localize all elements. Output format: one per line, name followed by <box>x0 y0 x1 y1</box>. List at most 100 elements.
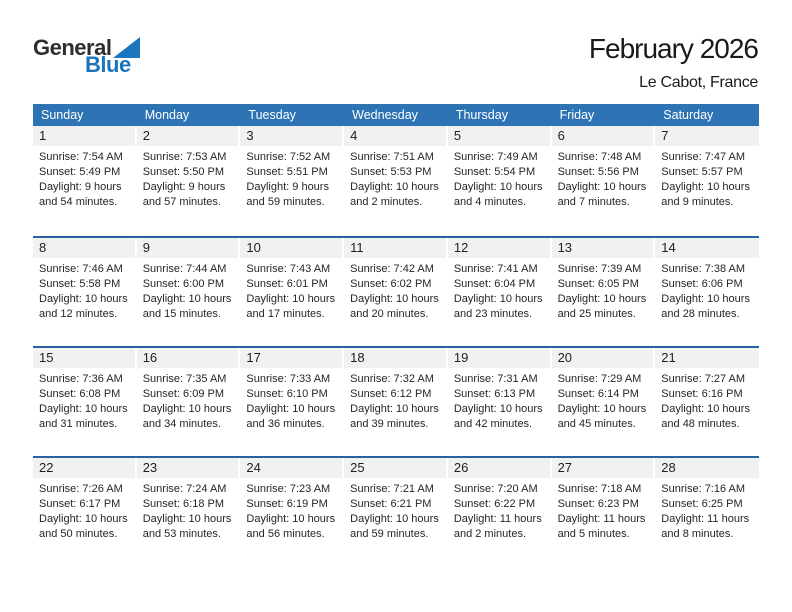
title-block: February 2026 Le Cabot, France <box>589 32 759 92</box>
daylight-text-line1: Daylight: 10 hours <box>557 403 647 415</box>
day-number: 4 <box>344 126 446 146</box>
day-number: 6 <box>551 126 654 146</box>
day-number: 15 <box>33 348 135 368</box>
sunset-text: Sunset: 5:53 PM <box>350 166 432 178</box>
day-number: 11 <box>344 238 446 258</box>
sunset-text: Sunset: 6:21 PM <box>350 498 432 510</box>
daylight-text-line1: Daylight: 10 hours <box>246 293 336 305</box>
day-cell-27: 27 Sunrise: 7:18 AM Sunset: 6:23 PM Dayl… <box>551 458 656 566</box>
daylight-text-line1: Daylight: 10 hours <box>661 181 750 193</box>
daylight-text-line1: Daylight: 10 hours <box>39 293 128 305</box>
daylight-text-line2: and 28 minutes. <box>661 308 740 320</box>
day-cell-9: 9 Sunrise: 7:44 AM Sunset: 6:00 PM Dayli… <box>136 238 241 346</box>
sunset-text: Sunset: 6:14 PM <box>557 388 639 400</box>
daylight-text-line2: and 54 minutes. <box>39 196 118 208</box>
day-number: 12 <box>447 238 550 258</box>
daylight-text-line2: and 42 minutes. <box>453 418 533 430</box>
sunrise-text: Sunrise: 7:36 AM <box>39 373 123 385</box>
sunrise-text: Sunrise: 7:29 AM <box>557 373 642 385</box>
daylight-text-line1: Daylight: 10 hours <box>39 403 128 415</box>
daylight-text-line1: Daylight: 10 hours <box>661 293 750 305</box>
day-number: 27 <box>551 458 654 478</box>
sunrise-text: Sunrise: 7:23 AM <box>246 483 331 495</box>
daylight-text-line2: and 4 minutes. <box>453 196 526 208</box>
sunset-text: Sunset: 6:01 PM <box>246 278 328 290</box>
day-cell-2: 2 Sunrise: 7:53 AM Sunset: 5:50 PM Dayli… <box>136 126 241 236</box>
daylight-text-line2: and 20 minutes. <box>350 308 429 320</box>
daylight-text-line2: and 12 minutes. <box>39 308 118 320</box>
day-number: 22 <box>33 458 135 478</box>
day-cell-10: 10 Sunrise: 7:43 AM Sunset: 6:01 PM Dayl… <box>240 238 344 346</box>
sunset-text: Sunset: 5:50 PM <box>142 166 225 178</box>
daylight-text-line1: Daylight: 11 hours <box>453 513 542 525</box>
daylight-text-line1: Daylight: 10 hours <box>246 513 336 525</box>
sunset-text: Sunset: 6:06 PM <box>661 278 743 290</box>
daylight-text-line1: Daylight: 10 hours <box>557 293 647 305</box>
sunrise-text: Sunrise: 7:54 AM <box>39 151 123 163</box>
day-number: 20 <box>551 348 654 368</box>
day-cell-13: 13 Sunrise: 7:39 AM Sunset: 6:05 PM Dayl… <box>551 238 656 346</box>
day-number: 17 <box>240 348 343 368</box>
day-cell-28: 28 Sunrise: 7:16 AM Sunset: 6:25 PM Dayl… <box>655 458 759 566</box>
day-cell-24: 24 Sunrise: 7:23 AM Sunset: 6:19 PM Dayl… <box>240 458 344 566</box>
daylight-text-line2: and 17 minutes. <box>246 308 325 320</box>
calendar-grid: Sunday Monday Tuesday Wednesday Thursday… <box>33 104 759 566</box>
day-cell-12: 12 Sunrise: 7:41 AM Sunset: 6:04 PM Dayl… <box>447 238 552 346</box>
daylight-text-line1: Daylight: 10 hours <box>142 293 232 305</box>
weekday-header-wednesday: Wednesday <box>352 108 418 122</box>
sunset-text: Sunset: 5:54 PM <box>453 166 536 178</box>
daylight-text-line2: and 45 minutes. <box>557 418 636 430</box>
day-cell-17: 17 Sunrise: 7:33 AM Sunset: 6:10 PM Dayl… <box>240 348 344 456</box>
sunset-text: Sunset: 6:19 PM <box>246 498 328 510</box>
daylight-text-line1: Daylight: 11 hours <box>661 513 750 525</box>
day-number: 28 <box>655 458 759 478</box>
day-number: 18 <box>344 348 446 368</box>
day-number: 19 <box>447 348 550 368</box>
day-number: 9 <box>136 238 239 258</box>
sunrise-text: Sunrise: 7:43 AM <box>246 263 331 275</box>
sunset-text: Sunset: 6:18 PM <box>142 498 225 510</box>
daylight-text-line2: and 25 minutes. <box>557 308 636 320</box>
week-row-3: 15 Sunrise: 7:36 AM Sunset: 6:08 PM Dayl… <box>33 346 759 456</box>
day-cell-22: 22 Sunrise: 7:26 AM Sunset: 6:17 PM Dayl… <box>33 458 137 566</box>
day-cell-3: 3 Sunrise: 7:52 AM Sunset: 5:51 PM Dayli… <box>240 126 344 236</box>
daylight-text-line2: and 8 minutes. <box>661 528 734 540</box>
sunrise-text: Sunrise: 7:33 AM <box>246 373 331 385</box>
day-number: 2 <box>136 126 239 146</box>
daylight-text-line1: Daylight: 10 hours <box>246 403 336 415</box>
sunrise-text: Sunrise: 7:18 AM <box>557 483 642 495</box>
sunrise-text: Sunrise: 7:32 AM <box>350 373 434 385</box>
sunset-text: Sunset: 6:00 PM <box>142 278 225 290</box>
daylight-text-line2: and 59 minutes. <box>350 528 429 540</box>
day-number: 16 <box>136 348 239 368</box>
daylight-text-line1: Daylight: 10 hours <box>453 403 543 415</box>
daylight-text-line1: Daylight: 9 hours <box>246 181 329 193</box>
weekday-header-friday: Friday <box>559 108 595 122</box>
sunset-text: Sunset: 6:10 PM <box>246 388 328 400</box>
weekday-header-sunday: Sunday <box>41 108 84 122</box>
weekday-header-tuesday: Tuesday <box>248 108 296 122</box>
day-number: 3 <box>240 126 343 146</box>
day-cell-5: 5 Sunrise: 7:49 AM Sunset: 5:54 PM Dayli… <box>447 126 552 236</box>
day-cell-14: 14 Sunrise: 7:38 AM Sunset: 6:06 PM Dayl… <box>655 238 759 346</box>
logo-text-general: General <box>33 35 112 60</box>
daylight-text-line2: and 53 minutes. <box>142 528 221 540</box>
daylight-text-line1: Daylight: 10 hours <box>661 403 750 415</box>
day-cell-18: 18 Sunrise: 7:32 AM Sunset: 6:12 PM Dayl… <box>344 348 448 456</box>
sunset-text: Sunset: 6:17 PM <box>39 498 121 510</box>
day-number: 14 <box>655 238 759 258</box>
daylight-text-line2: and 15 minutes. <box>142 308 221 320</box>
daylight-text-line1: Daylight: 10 hours <box>453 293 543 305</box>
day-number: 5 <box>447 126 550 146</box>
day-number: 24 <box>240 458 343 478</box>
weekday-header-row: Sunday Monday Tuesday Wednesday Thursday… <box>33 104 759 126</box>
sunrise-text: Sunrise: 7:21 AM <box>350 483 434 495</box>
sunrise-text: Sunrise: 7:48 AM <box>557 151 642 163</box>
day-number: 21 <box>655 348 759 368</box>
daylight-text-line2: and 23 minutes. <box>453 308 533 320</box>
sunset-text: Sunset: 6:02 PM <box>350 278 432 290</box>
sunset-text: Sunset: 6:04 PM <box>453 278 536 290</box>
daylight-text-line2: and 39 minutes. <box>350 418 429 430</box>
sunrise-text: Sunrise: 7:41 AM <box>453 263 538 275</box>
